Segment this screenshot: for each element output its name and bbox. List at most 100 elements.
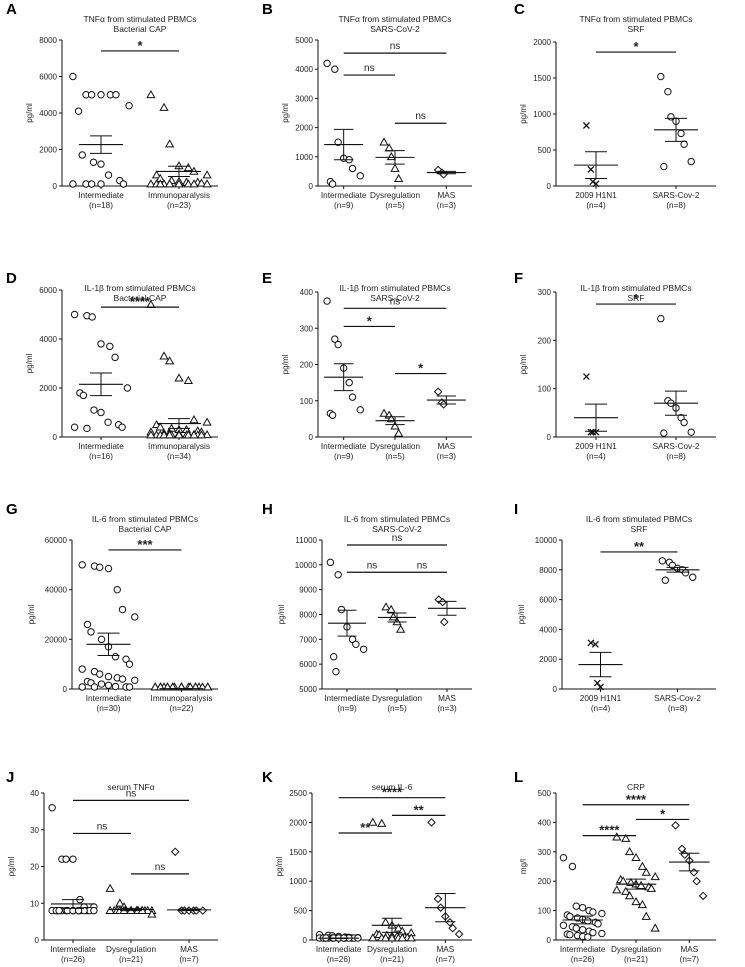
data-point (359, 645, 368, 653)
data-point (664, 87, 672, 96)
data-point (183, 179, 194, 188)
data-point (661, 576, 670, 584)
data-point (104, 171, 113, 179)
data-point (118, 675, 127, 683)
data-point (641, 867, 651, 876)
data-point (396, 624, 406, 633)
data-point (83, 620, 92, 629)
data-point (78, 561, 86, 569)
data-point (106, 342, 114, 351)
significance-label: ns (417, 560, 428, 571)
data-point (146, 430, 156, 439)
x-category-label: Intermediate (78, 191, 124, 200)
x-n-label: (n=9) (334, 452, 354, 461)
x-category-label: SARS-Cov-2 (654, 694, 701, 703)
data-point (566, 912, 574, 921)
y-axis-label: pg/ml (7, 856, 16, 876)
y-tick-label: 2000 (539, 655, 557, 664)
significance-label: **** (599, 823, 620, 838)
data-point (681, 569, 690, 577)
data-point (88, 313, 96, 321)
y-axis-label: mg/l (519, 859, 528, 874)
data-point (118, 423, 126, 431)
data-point (698, 891, 708, 901)
y-tick-label: 1000 (289, 877, 307, 886)
data-point (164, 179, 175, 188)
data-point (631, 852, 641, 862)
x-n-label: (n=9) (337, 704, 357, 713)
data-point (89, 158, 98, 166)
x-category-label: Intermediate (316, 945, 362, 954)
data-point (379, 137, 389, 146)
significance-label: * (137, 38, 143, 53)
data-point (680, 140, 688, 148)
data-point (624, 846, 635, 856)
data-point (386, 604, 396, 613)
data-point (386, 151, 396, 161)
x-n-label: (n=30) (97, 704, 121, 713)
x-n-label: (n=3) (437, 201, 457, 210)
data-point (196, 178, 207, 187)
y-tick-label: 400 (300, 288, 314, 297)
data-point (660, 162, 668, 171)
y-tick-label: 8000 (39, 36, 57, 45)
significance-label: ns (126, 788, 137, 799)
x-n-label: (n=3) (437, 452, 457, 461)
data-point (332, 667, 340, 676)
data-point (621, 833, 631, 842)
data-point (189, 430, 199, 439)
data-point (641, 911, 651, 920)
data-point (592, 428, 600, 436)
significance-label: * (633, 291, 639, 306)
data-point (454, 929, 464, 939)
chart-title: serum IL-6 (372, 782, 413, 792)
data-point (646, 883, 657, 892)
y-tick-label: 300 (300, 324, 314, 333)
x-category-label: MAS (438, 694, 456, 703)
data-point (125, 683, 134, 691)
chart-title: Bacterial CAP (114, 293, 167, 303)
y-tick-label: 4000 (539, 625, 557, 634)
y-tick-label: 0 (53, 182, 58, 191)
y-axis-label: pg/ml (275, 856, 284, 876)
significance-label: ns (97, 821, 108, 832)
data-point (594, 920, 602, 928)
data-point (393, 923, 404, 932)
data-point (381, 602, 391, 611)
y-axis-label: pg/ml (519, 104, 528, 124)
significance-label: ns (364, 63, 375, 74)
y-tick-label: 500 (538, 789, 552, 798)
x-n-label: (n=18) (89, 201, 113, 210)
x-n-label: (n=21) (624, 955, 648, 964)
y-tick-label: 11000 (295, 536, 317, 545)
x-n-label: (n=22) (170, 704, 194, 713)
data-point (87, 180, 96, 188)
data-point (164, 356, 175, 365)
data-point (97, 91, 105, 99)
data-point (434, 595, 444, 604)
data-point (323, 297, 331, 305)
y-tick-label: 0 (547, 936, 552, 945)
y-tick-label: 0 (553, 685, 558, 694)
x-n-label: (n=9) (334, 201, 354, 210)
significance-label: * (633, 39, 639, 54)
y-tick-label: 300 (538, 848, 552, 857)
data-point (131, 676, 139, 685)
data-point (356, 172, 364, 180)
y-tick-label: 5000 (299, 685, 317, 694)
data-point (159, 430, 169, 439)
significance-label: * (418, 361, 424, 376)
chart-title: IL-6 from stimulated PBMCs (586, 514, 692, 524)
x-n-label: (n=26) (327, 955, 351, 964)
data-point (146, 89, 156, 99)
x-category-label: Intermediate (321, 191, 367, 200)
chart-title: SARS-CoV-2 (370, 24, 420, 34)
y-tick-label: 1500 (289, 848, 307, 857)
data-point (74, 107, 83, 115)
chart-title: SRF (628, 293, 645, 303)
x-category-label: 2009 H1N1 (575, 442, 617, 451)
y-tick-label: 4000 (39, 109, 57, 118)
